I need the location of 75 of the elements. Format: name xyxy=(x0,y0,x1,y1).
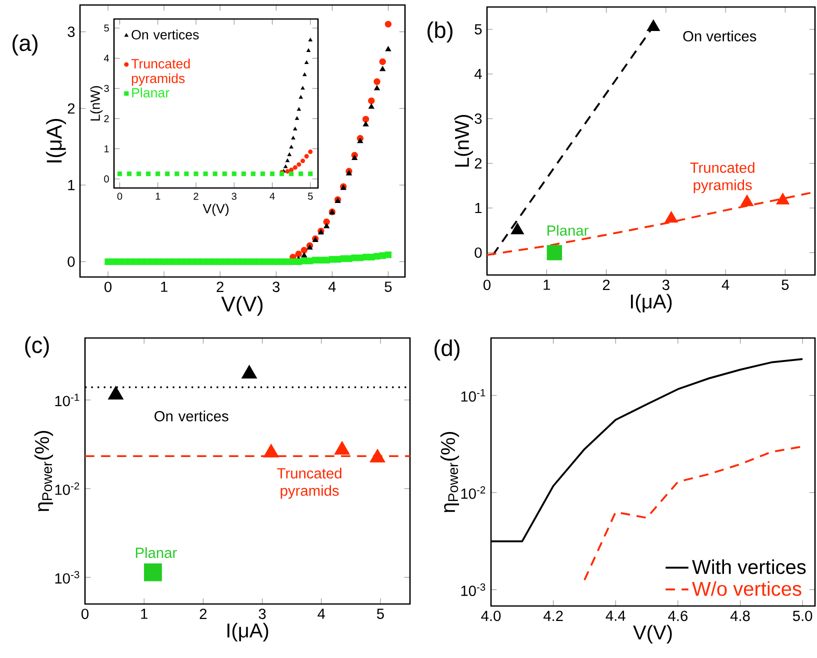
x-axis-title: I(μA) xyxy=(630,294,672,313)
y-tick-label: 10$^{-3}$ xyxy=(55,571,80,584)
text: On vertices xyxy=(154,410,228,422)
y-tick-label: 0 xyxy=(68,256,75,267)
series-label: Planar xyxy=(548,224,588,236)
y-axis-title: η$_{Power}$(%) xyxy=(440,432,460,512)
series-label: Truncated pyramids xyxy=(277,468,342,499)
legend-label: On vertices xyxy=(132,30,199,40)
x-tick-label: 1 xyxy=(156,192,160,200)
y-tick-label: 5 xyxy=(474,24,482,34)
y-axis-title: L(nW) xyxy=(90,86,103,121)
y-tick-label: 2 xyxy=(474,158,482,168)
y-tick-label: 2 xyxy=(68,103,75,114)
y-tick-label: 2 xyxy=(104,115,109,122)
x-tick-label: 3 xyxy=(662,280,670,290)
y-tick-label: 0 xyxy=(474,247,482,258)
y-tick-label: 1 xyxy=(475,202,482,214)
text: (a) xyxy=(12,34,38,56)
y-tick-label: 10$^{-2}$ xyxy=(461,486,486,499)
x-tick-label: 4.6 xyxy=(668,610,688,622)
x-tick-label: 4.2 xyxy=(543,610,563,621)
x-tick-label: 4 xyxy=(328,282,336,292)
x-tick-label: 1 xyxy=(161,282,168,292)
y-tick-label: 4 xyxy=(104,54,109,62)
y-tick-label: 10$^{-3}$ xyxy=(461,583,486,596)
y-tick-label: 10$^{-1}$ xyxy=(461,389,486,402)
x-tick-label: 2 xyxy=(602,280,610,290)
x-tick-label: 3 xyxy=(272,282,280,292)
x-tick-label: 3 xyxy=(232,192,236,200)
series-label: Planar xyxy=(136,547,177,558)
x-tick-label: 1 xyxy=(544,280,550,290)
text: (b) xyxy=(428,21,452,43)
x-tick-label: 0 xyxy=(117,192,122,200)
x-tick-label: 5.0 xyxy=(792,610,812,622)
legend-label: With vertices xyxy=(692,559,806,574)
x-tick-label: 4 xyxy=(318,608,326,619)
x-tick-label: 4.4 xyxy=(606,610,626,621)
x-tick-label: 4.0 xyxy=(481,610,501,622)
x-axis-title: I(μA) xyxy=(227,622,268,642)
chart-title: (c) xyxy=(25,336,49,358)
x-tick-label: 3 xyxy=(258,608,266,620)
legend-label: Truncated pyramids xyxy=(131,58,190,86)
y-axis-title: L(nW) xyxy=(454,115,473,167)
series-label: Truncated pyramids xyxy=(690,162,754,194)
y-tick-label: 3 xyxy=(68,26,75,38)
y-axis-title: I(μA) xyxy=(46,119,66,162)
y-tick-label: 5 xyxy=(104,24,109,32)
chart-title: (d) xyxy=(434,339,460,361)
x-tick-label: 1 xyxy=(141,608,148,619)
series-label: On vertices xyxy=(683,30,756,42)
x-tick-label: 5 xyxy=(308,192,313,200)
legend-label: Planar xyxy=(132,88,170,98)
legend-label: W/o vertices xyxy=(692,581,802,596)
x-tick-label: 4.8 xyxy=(730,610,750,622)
x-tick-label: 5 xyxy=(782,280,789,290)
y-tick-label: 3 xyxy=(104,84,109,92)
y-tick-label: 1 xyxy=(104,145,109,152)
x-tick-label: 5 xyxy=(376,608,384,619)
x-tick-label: 4 xyxy=(722,280,730,290)
x-tick-label: 2 xyxy=(216,282,224,292)
y-tick-label: 10$^{-1}$ xyxy=(55,394,80,406)
x-tick-label: 2 xyxy=(200,608,207,619)
x-axis-title: V(V) xyxy=(202,204,229,216)
y-tick-label: 10$^{-2}$ xyxy=(55,482,80,495)
x-axis-title: V(V) xyxy=(221,296,263,316)
x-tick-label: 0 xyxy=(81,608,88,620)
x-tick-label: 4 xyxy=(270,192,275,200)
y-tick-label: 0 xyxy=(104,175,109,182)
x-axis-title: V(V) xyxy=(633,624,672,644)
y-tick-label: 3 xyxy=(474,113,482,124)
x-tick-label: 2 xyxy=(194,192,198,200)
y-tick-label: 1 xyxy=(68,180,75,190)
y-tick-label: 4 xyxy=(474,68,482,80)
x-tick-label: 5 xyxy=(384,282,392,292)
y-axis-title: η$_{Power}$(%) xyxy=(34,430,54,512)
